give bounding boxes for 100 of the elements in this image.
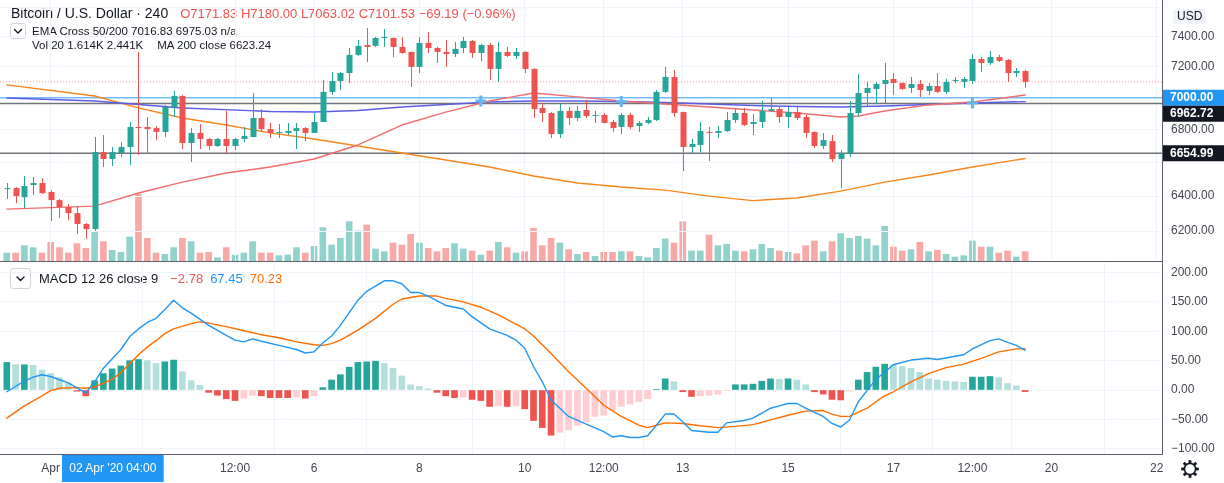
ref-line-label: 6654.99	[1170, 146, 1214, 161]
candlestick	[557, 103, 564, 139]
bar	[802, 245, 809, 261]
candlestick	[408, 51, 415, 88]
bar	[600, 390, 608, 416]
candlestick	[276, 123, 283, 139]
bar	[319, 387, 327, 390]
bar	[363, 224, 371, 261]
bar	[854, 235, 862, 261]
bar	[933, 379, 941, 390]
candlestick	[706, 126, 713, 162]
bar	[802, 384, 809, 390]
bar	[547, 237, 555, 261]
bar	[635, 255, 643, 261]
bar	[258, 390, 265, 397]
bar	[986, 376, 994, 390]
bar	[582, 251, 590, 261]
candlestick	[864, 81, 871, 107]
bar	[372, 248, 379, 261]
bar	[284, 390, 292, 398]
bar	[328, 379, 335, 390]
candlestick	[697, 121, 704, 153]
bar	[337, 374, 344, 390]
candlestick	[364, 27, 371, 63]
candlestick	[223, 110, 230, 154]
bar	[161, 361, 169, 390]
bar	[486, 250, 493, 261]
bar	[293, 247, 300, 261]
bar	[881, 363, 888, 390]
bar	[925, 378, 932, 390]
text: O7171.83 H7180.00 L7063.02 C7101.53 −69.19 (−0.96%)	[180, 6, 516, 21]
bar	[775, 379, 783, 390]
bar	[530, 227, 537, 261]
y-tick-label: 50.00	[1171, 352, 1202, 367]
bar	[995, 252, 1003, 261]
bar	[345, 366, 353, 390]
candlestick	[662, 66, 669, 94]
bar	[240, 390, 248, 399]
bar	[310, 390, 318, 397]
y-tick-label: 6200.00	[1171, 223, 1215, 238]
candlestick	[425, 31, 432, 54]
candlestick	[21, 175, 28, 209]
candlestick	[100, 134, 107, 168]
bar	[143, 237, 151, 261]
bar	[644, 390, 651, 400]
bar	[424, 247, 432, 261]
bar	[565, 390, 572, 431]
bar	[538, 390, 546, 428]
bar	[925, 251, 932, 261]
candlestick	[127, 121, 134, 166]
candlestick	[882, 62, 889, 104]
y-tick-label: 7200.00	[1171, 59, 1215, 74]
bar	[609, 390, 616, 411]
bar	[29, 247, 37, 261]
candlestick	[724, 111, 731, 133]
bar	[960, 382, 967, 390]
bar	[574, 253, 581, 261]
bar	[407, 384, 414, 390]
bar	[688, 390, 695, 397]
bar	[574, 390, 581, 426]
bar	[951, 381, 959, 390]
bar	[187, 241, 195, 261]
bar	[854, 379, 862, 390]
bar	[890, 364, 897, 390]
candlestick	[741, 107, 748, 127]
bar	[442, 390, 450, 397]
y-tick-label: 100.00	[1171, 323, 1209, 338]
bar	[3, 252, 11, 261]
bar	[416, 386, 423, 390]
candlestick	[750, 113, 757, 136]
bar	[714, 245, 722, 261]
bar	[284, 254, 292, 261]
bar	[872, 245, 880, 261]
bar	[486, 390, 493, 407]
x-tick-label: 20	[1044, 460, 1059, 475]
bar	[635, 390, 643, 403]
bar	[442, 247, 450, 261]
bar	[696, 250, 704, 261]
candlestick	[838, 149, 845, 189]
bar	[828, 390, 836, 400]
bar	[749, 383, 757, 390]
bar	[705, 390, 713, 396]
bar	[301, 252, 309, 261]
bar	[837, 233, 845, 261]
bar	[1021, 251, 1029, 261]
bar	[179, 237, 186, 261]
bar	[433, 390, 441, 393]
bar	[521, 251, 529, 261]
bar	[767, 247, 774, 261]
candlestick	[109, 146, 116, 167]
bar	[451, 390, 458, 398]
y-tick-label: −50.00	[1171, 411, 1209, 426]
bar	[380, 251, 388, 261]
candlestick	[197, 123, 204, 150]
candlestick	[934, 72, 941, 94]
bar	[21, 364, 28, 390]
bar	[977, 246, 985, 261]
candlestick	[390, 36, 397, 58]
bar	[732, 384, 739, 390]
bar	[819, 390, 827, 395]
